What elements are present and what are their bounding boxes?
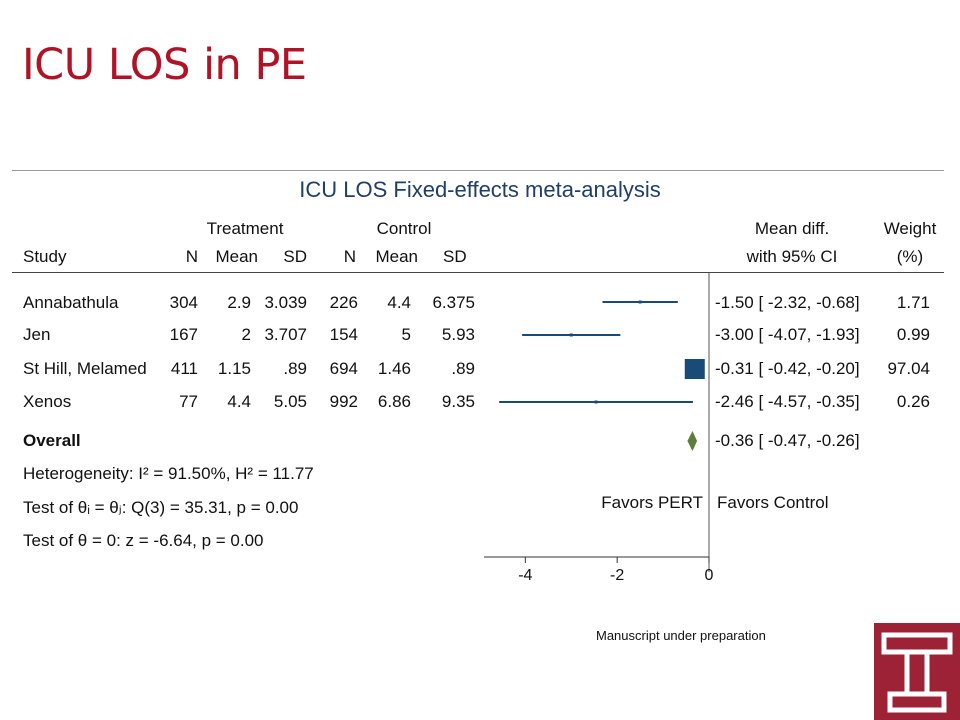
control-mean: 6.86 bbox=[377, 392, 411, 411]
control-sd: 9.35 bbox=[441, 392, 475, 411]
university-logo bbox=[874, 623, 960, 720]
logo-t-mark bbox=[881, 632, 953, 713]
col-control-sd: SD bbox=[443, 247, 467, 266]
favors-left-label: Favors PERT bbox=[601, 493, 703, 512]
header-treatment: Treatment bbox=[206, 219, 284, 238]
control-mean: 4.4 bbox=[387, 293, 411, 312]
study-name: St Hill, Melamed bbox=[23, 359, 147, 378]
col-treatment-n: N bbox=[185, 247, 198, 266]
treatment-mean: 4.4 bbox=[227, 392, 251, 411]
header-rule bbox=[12, 272, 944, 273]
effect-marker bbox=[684, 359, 705, 379]
figure-title: ICU LOS Fixed-effects meta-analysis bbox=[299, 177, 661, 202]
col-study: Study bbox=[23, 247, 67, 266]
study-name: Xenos bbox=[23, 392, 72, 411]
x-tick-label: -4 bbox=[518, 567, 532, 584]
treatment-mean: 2.9 bbox=[227, 293, 251, 312]
col-treatment-sd: SD bbox=[283, 247, 307, 266]
ci-text: -2.46 [ -4.57, -0.35] bbox=[715, 392, 860, 411]
control-n: 226 bbox=[329, 293, 358, 312]
control-sd: .89 bbox=[451, 359, 475, 378]
footnote: Manuscript under preparation bbox=[596, 628, 766, 643]
control-n: 992 bbox=[329, 392, 358, 411]
treatment-sd: .89 bbox=[283, 359, 307, 378]
ci-text: -0.31 [ -0.42, -0.20] bbox=[715, 359, 860, 378]
treatment-sd: 5.05 bbox=[273, 392, 307, 411]
weight-value: 0.26 bbox=[896, 392, 930, 411]
favors-right-label: Favors Control bbox=[717, 493, 829, 512]
study-name: Annabathula bbox=[23, 293, 119, 312]
treatment-n: 77 bbox=[179, 392, 198, 411]
treatment-sd: 3.039 bbox=[264, 293, 307, 312]
x-tick-label: -2 bbox=[610, 567, 624, 584]
treatment-sd: 3.707 bbox=[264, 325, 307, 344]
homogeneity-test: Test of θᵢ = θⱼ: Q(3) = 35.31, p = 0.00 bbox=[23, 498, 299, 517]
control-n: 154 bbox=[329, 325, 358, 344]
overall-diamond bbox=[687, 431, 698, 451]
overall-effect-test: Test of θ = 0: z = -6.64, p = 0.00 bbox=[23, 531, 264, 550]
weight-value: 0.99 bbox=[896, 325, 930, 344]
figure-top-rule bbox=[12, 170, 944, 171]
overall-ci-text: -0.36 [ -0.47, -0.26] bbox=[715, 431, 860, 450]
treatment-n: 411 bbox=[170, 359, 198, 378]
header-mean-diff: Mean diff. bbox=[754, 219, 830, 238]
col-weight-unit: (%) bbox=[896, 247, 924, 266]
effect-marker bbox=[638, 300, 642, 304]
effect-marker bbox=[569, 333, 573, 337]
control-mean: 1.46 bbox=[377, 359, 411, 378]
study-name: Jen bbox=[23, 325, 51, 344]
header-control: Control bbox=[376, 219, 432, 238]
slide-title: ICU LOS in PE bbox=[22, 40, 307, 90]
header-weight: Weight bbox=[883, 219, 937, 238]
treatment-n: 304 bbox=[169, 293, 198, 312]
treatment-mean: 1.15 bbox=[217, 359, 251, 378]
ci-text: -1.50 [ -2.32, -0.68] bbox=[715, 293, 860, 312]
weight-value: 1.71 bbox=[896, 293, 930, 312]
control-n: 694 bbox=[329, 359, 358, 378]
control-sd: 5.93 bbox=[441, 325, 475, 344]
treatment-n: 167 bbox=[169, 325, 198, 344]
ci-text: -3.00 [ -4.07, -1.93] bbox=[715, 325, 860, 344]
col-control-mean: Mean bbox=[375, 247, 418, 266]
effect-marker bbox=[594, 400, 598, 404]
overall-label: Overall bbox=[23, 431, 81, 450]
treatment-mean: 2 bbox=[241, 325, 251, 344]
col-ci: with 95% CI bbox=[746, 247, 838, 266]
heterogeneity-stat: Heterogeneity: I² = 91.50%, H² = 11.77 bbox=[23, 464, 314, 483]
control-mean: 5 bbox=[401, 325, 411, 344]
control-sd: 6.375 bbox=[432, 293, 475, 312]
weight-value: 97.04 bbox=[887, 359, 930, 378]
x-tick-label: 0 bbox=[705, 567, 714, 584]
col-treatment-mean: Mean bbox=[215, 247, 258, 266]
col-control-n: N bbox=[343, 247, 356, 266]
